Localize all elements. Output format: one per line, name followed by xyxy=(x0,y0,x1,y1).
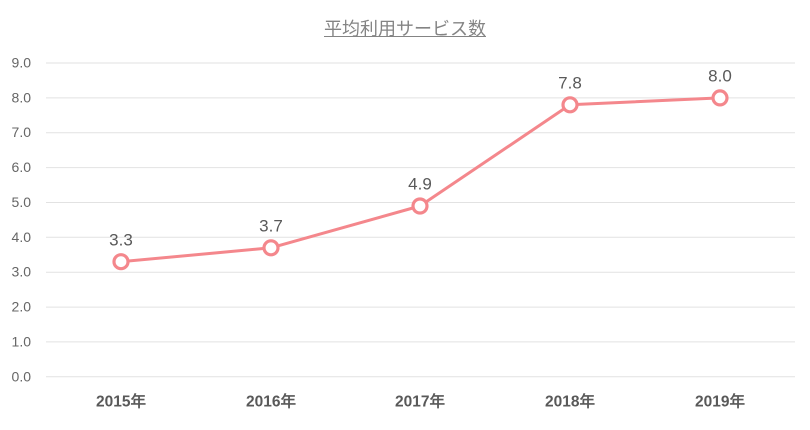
svg-text:5.0: 5.0 xyxy=(12,194,32,210)
svg-text:2.0: 2.0 xyxy=(12,299,32,315)
svg-text:3.7: 3.7 xyxy=(259,216,283,235)
svg-text:3.3: 3.3 xyxy=(109,230,133,249)
svg-text:7.8: 7.8 xyxy=(558,73,582,92)
svg-text:2017年: 2017年 xyxy=(395,392,445,411)
svg-text:8.0: 8.0 xyxy=(708,67,732,86)
svg-text:4.9: 4.9 xyxy=(408,175,432,194)
svg-text:0.0: 0.0 xyxy=(12,368,32,384)
svg-text:6.0: 6.0 xyxy=(12,159,32,175)
svg-text:2018年: 2018年 xyxy=(545,392,595,411)
svg-text:8.0: 8.0 xyxy=(12,89,32,105)
svg-text:7.0: 7.0 xyxy=(12,124,32,140)
svg-text:3.0: 3.0 xyxy=(12,264,32,280)
svg-text:2019年: 2019年 xyxy=(695,392,745,411)
svg-text:1.0: 1.0 xyxy=(12,333,32,349)
svg-text:4.0: 4.0 xyxy=(12,229,32,245)
svg-text:2015年: 2015年 xyxy=(96,392,146,411)
svg-text:2016年: 2016年 xyxy=(246,392,296,411)
svg-text:9.0: 9.0 xyxy=(12,55,32,71)
